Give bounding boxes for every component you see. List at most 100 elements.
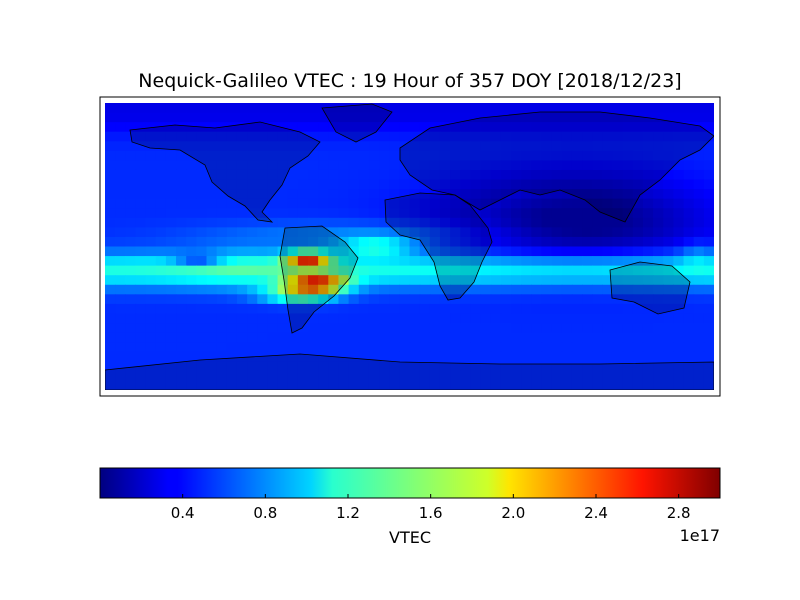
heatmap-cell <box>693 284 705 295</box>
heatmap-cell <box>297 284 309 295</box>
heatmap-cell <box>287 284 299 295</box>
heatmap-cell <box>450 313 461 324</box>
heatmap-cell <box>186 198 197 209</box>
heatmap-cell <box>308 169 319 181</box>
heatmap-cell <box>551 294 563 305</box>
heatmap-cell <box>165 103 177 114</box>
heatmap-cell <box>693 227 705 238</box>
heatmap-cell <box>521 294 532 305</box>
heatmap-cell <box>328 370 340 382</box>
heatmap-cell <box>186 351 197 362</box>
vtec-heatmap <box>105 103 714 390</box>
heatmap-cell <box>257 246 268 257</box>
heatmap-cell <box>632 370 644 382</box>
heatmap-cell <box>125 131 137 142</box>
heatmap-cell <box>663 275 674 286</box>
heatmap-cell <box>683 303 695 315</box>
heatmap-cell <box>236 256 248 267</box>
heatmap-cell <box>439 141 451 152</box>
heatmap-cell <box>115 342 126 353</box>
heatmap-cell <box>490 227 502 238</box>
heatmap-cell <box>206 227 218 238</box>
heatmap-cell <box>480 294 492 305</box>
heatmap-cell <box>348 179 360 190</box>
heatmap-cell <box>490 332 502 343</box>
heatmap-cell <box>196 313 208 324</box>
heatmap-cell <box>439 265 451 276</box>
heatmap-cell <box>115 169 126 181</box>
heatmap-cell <box>196 342 208 353</box>
heatmap-cell <box>663 131 674 142</box>
heatmap-cell <box>673 189 685 200</box>
heatmap-cell <box>297 332 309 343</box>
heatmap-cell <box>368 189 380 200</box>
heatmap-cell <box>632 150 644 161</box>
heatmap-cell <box>196 332 208 343</box>
heatmap-cell <box>145 179 157 190</box>
heatmap-cell <box>653 313 664 324</box>
heatmap-cell <box>531 169 543 181</box>
heatmap-cell <box>297 265 309 276</box>
heatmap-cell <box>429 160 441 171</box>
heatmap-cell <box>490 246 502 257</box>
heatmap-cell <box>308 103 319 114</box>
heatmap-cell <box>500 131 512 142</box>
heatmap-cell <box>541 380 553 390</box>
heatmap-cell <box>389 131 400 142</box>
heatmap-cell <box>338 131 350 142</box>
heatmap-cell <box>571 332 583 343</box>
heatmap-cell <box>308 323 319 334</box>
heatmap-cell <box>135 112 147 123</box>
heatmap-cell <box>389 141 400 152</box>
heatmap-cell <box>419 131 431 142</box>
heatmap-cell <box>216 131 228 142</box>
heatmap-cell <box>632 112 644 123</box>
heatmap-cell <box>297 217 309 228</box>
heatmap-cell <box>115 217 126 228</box>
heatmap-cell <box>125 150 137 161</box>
heatmap-cell <box>287 227 299 238</box>
heatmap-cell <box>429 284 441 295</box>
heatmap-cell <box>399 342 411 353</box>
heatmap-cell <box>267 342 279 353</box>
heatmap-cell <box>612 227 624 238</box>
heatmap-cell <box>308 189 319 200</box>
heatmap-cell <box>165 150 177 161</box>
heatmap-cell <box>571 160 583 171</box>
heatmap-cell <box>470 131 482 142</box>
heatmap-cell <box>338 246 350 257</box>
heatmap-cell <box>571 169 583 181</box>
heatmap-cell <box>105 256 116 267</box>
heatmap-cell <box>663 332 674 343</box>
heatmap-cell <box>592 112 603 123</box>
heatmap-cell <box>389 313 400 324</box>
heatmap-cell <box>582 122 593 133</box>
heatmap-cell <box>155 361 167 372</box>
heatmap-cell <box>247 103 258 114</box>
heatmap-cell <box>135 103 147 114</box>
heatmap-cell <box>511 361 522 372</box>
heatmap-cell <box>582 332 593 343</box>
heatmap-cell <box>632 342 644 353</box>
heatmap-cell <box>236 198 248 209</box>
heatmap-cell <box>206 103 218 114</box>
heatmap-cell <box>622 179 634 190</box>
heatmap-cell <box>439 103 451 114</box>
heatmap-cell <box>389 198 400 209</box>
heatmap-cell <box>429 256 441 267</box>
heatmap-cell <box>155 189 167 200</box>
heatmap-cell <box>389 332 400 343</box>
heatmap-cell <box>419 332 431 343</box>
heatmap-cell <box>409 122 421 133</box>
heatmap-cell <box>125 256 137 267</box>
heatmap-cell <box>165 361 177 372</box>
heatmap-cell <box>176 361 187 372</box>
heatmap-cell <box>155 198 167 209</box>
heatmap-cell <box>521 370 532 382</box>
heatmap-cell <box>226 256 238 267</box>
heatmap-cell <box>196 160 208 171</box>
heatmap-cell <box>308 150 319 161</box>
heatmap-cell <box>247 217 258 228</box>
heatmap-cell <box>500 217 512 228</box>
heatmap-cell <box>196 303 208 315</box>
